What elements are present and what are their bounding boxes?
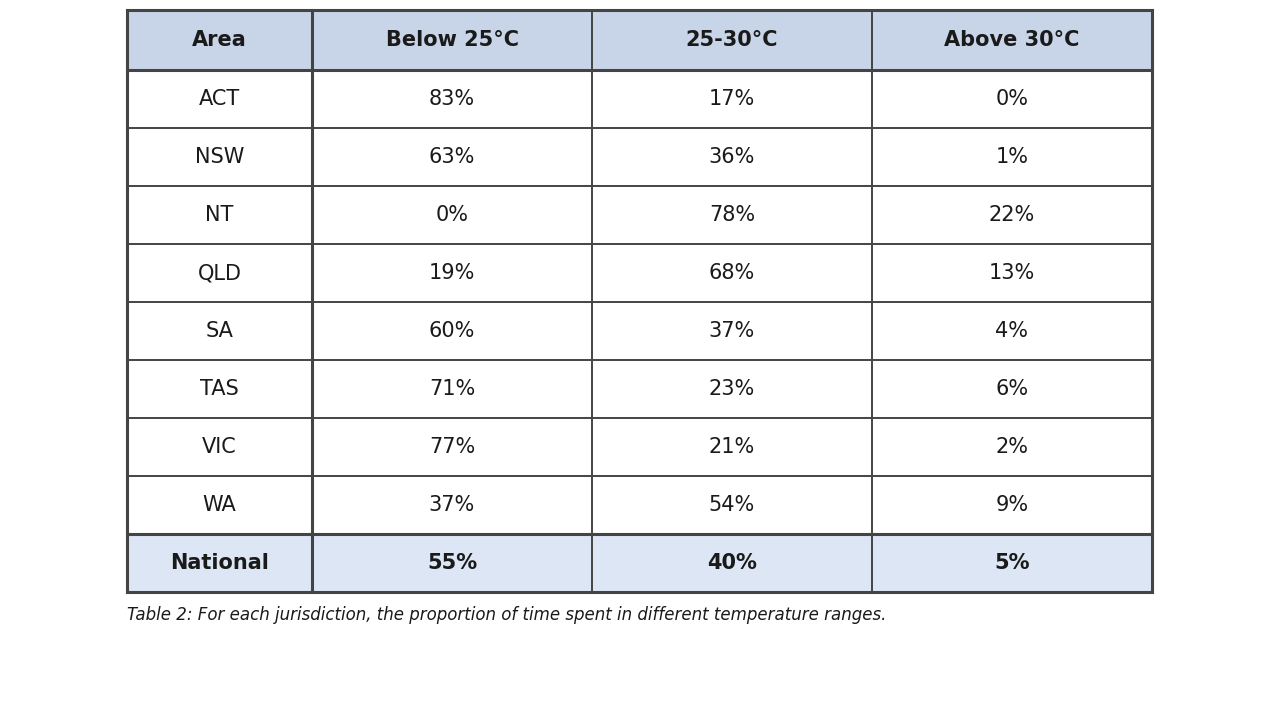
Text: 0%: 0% xyxy=(436,205,468,225)
Text: 37%: 37% xyxy=(428,495,475,515)
Bar xyxy=(312,70,592,128)
Bar xyxy=(872,244,1152,302)
Text: 37%: 37% xyxy=(709,321,755,341)
Text: National: National xyxy=(170,553,269,573)
Bar xyxy=(127,10,312,70)
Text: 40%: 40% xyxy=(707,553,757,573)
Bar xyxy=(872,10,1152,70)
Text: 83%: 83% xyxy=(428,89,475,109)
Text: Table 2: For each jurisdiction, the proportion of time spent in different temper: Table 2: For each jurisdiction, the prop… xyxy=(127,606,886,624)
Text: NT: NT xyxy=(206,205,234,225)
Bar xyxy=(312,534,592,592)
Text: 1%: 1% xyxy=(995,147,1028,167)
Bar xyxy=(592,418,872,476)
Bar xyxy=(312,418,592,476)
Bar xyxy=(872,534,1152,592)
Text: 17%: 17% xyxy=(709,89,755,109)
Bar xyxy=(312,244,592,302)
Bar xyxy=(127,418,312,476)
Bar xyxy=(592,128,872,186)
Text: 13%: 13% xyxy=(989,263,1035,283)
Text: NSW: NSW xyxy=(194,147,244,167)
Text: 78%: 78% xyxy=(709,205,755,225)
Text: 54%: 54% xyxy=(709,495,755,515)
Text: 55%: 55% xyxy=(427,553,477,573)
Bar xyxy=(592,244,872,302)
Text: 22%: 22% xyxy=(989,205,1035,225)
Bar xyxy=(312,128,592,186)
Text: 21%: 21% xyxy=(709,437,755,457)
Bar xyxy=(592,70,872,128)
Bar xyxy=(127,534,312,592)
Text: TAS: TAS xyxy=(200,379,239,399)
Text: Above 30°C: Above 30°C xyxy=(944,30,1079,50)
Text: WA: WA xyxy=(202,495,237,515)
Text: 9%: 9% xyxy=(995,495,1028,515)
Bar xyxy=(592,302,872,360)
Text: 63%: 63% xyxy=(428,147,476,167)
Text: ACT: ACT xyxy=(198,89,240,109)
Bar xyxy=(127,244,312,302)
Text: 71%: 71% xyxy=(428,379,475,399)
Text: 6%: 6% xyxy=(995,379,1028,399)
Text: 36%: 36% xyxy=(709,147,755,167)
Bar xyxy=(592,186,872,244)
Text: Area: Area xyxy=(192,30,247,50)
Bar xyxy=(872,186,1152,244)
Text: 68%: 68% xyxy=(709,263,755,283)
Bar xyxy=(312,476,592,534)
Bar xyxy=(127,476,312,534)
Bar xyxy=(872,302,1152,360)
Text: VIC: VIC xyxy=(202,437,237,457)
Bar xyxy=(872,70,1152,128)
Text: QLD: QLD xyxy=(197,263,242,283)
Bar xyxy=(592,476,872,534)
Text: 5%: 5% xyxy=(994,553,1030,573)
Bar xyxy=(312,186,592,244)
Bar xyxy=(872,128,1152,186)
Bar xyxy=(592,10,872,70)
Bar xyxy=(312,360,592,418)
Text: 60%: 60% xyxy=(428,321,476,341)
Text: 25-30°C: 25-30°C xyxy=(686,30,778,50)
Text: 19%: 19% xyxy=(428,263,476,283)
Bar xyxy=(592,360,872,418)
Text: SA: SA xyxy=(206,321,234,341)
Text: 4%: 4% xyxy=(995,321,1028,341)
Text: 2%: 2% xyxy=(995,437,1028,457)
Bar xyxy=(872,360,1152,418)
Bar xyxy=(312,302,592,360)
Text: Below 25°C: Below 25°C xyxy=(385,30,518,50)
Bar xyxy=(127,360,312,418)
Bar xyxy=(127,302,312,360)
Bar xyxy=(127,128,312,186)
Bar xyxy=(592,534,872,592)
Bar xyxy=(312,10,592,70)
Bar xyxy=(127,70,312,128)
Text: 0%: 0% xyxy=(995,89,1028,109)
Text: 77%: 77% xyxy=(428,437,475,457)
Bar xyxy=(127,186,312,244)
Bar xyxy=(872,418,1152,476)
Text: 23%: 23% xyxy=(709,379,755,399)
Bar xyxy=(872,476,1152,534)
